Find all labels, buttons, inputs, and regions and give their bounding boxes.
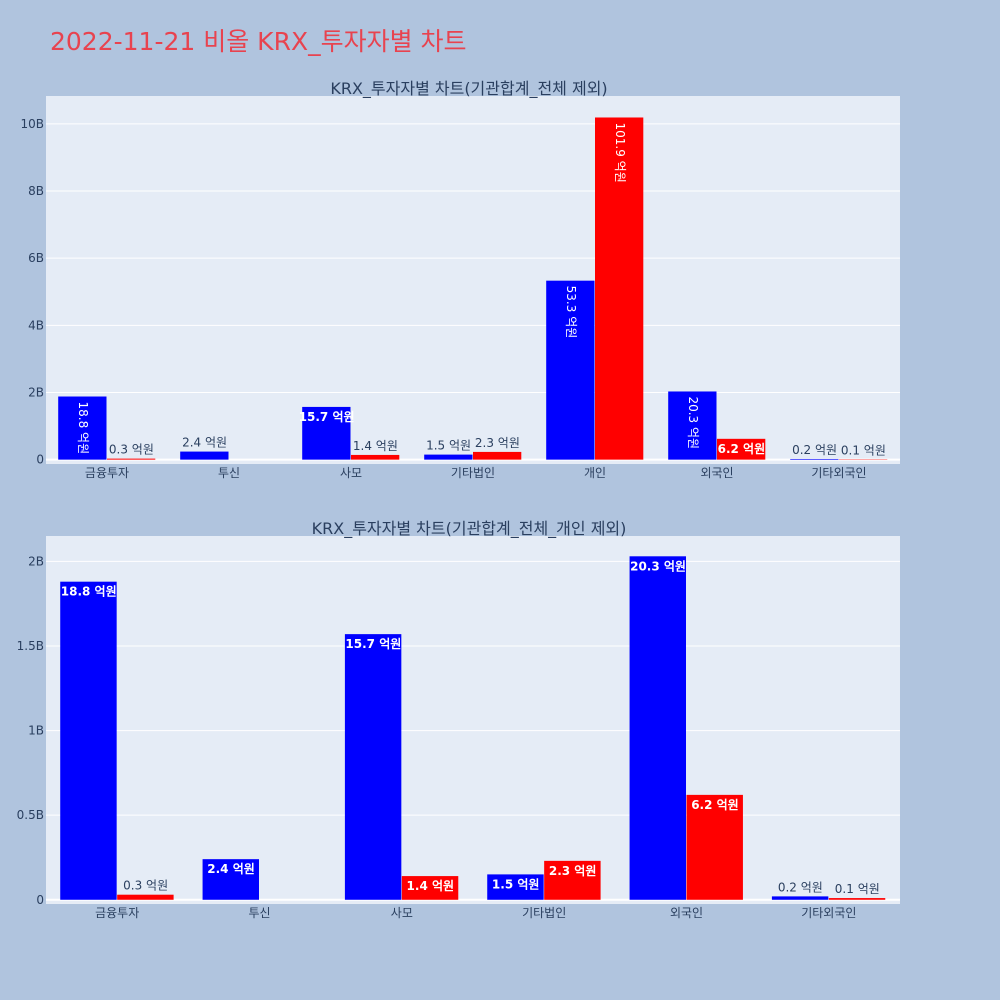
x-tick-label: 기타법인 [522,906,566,920]
bar-buy [487,874,544,900]
y-tick-label: 0 [36,453,44,467]
bar-buy [790,458,839,460]
bar-buy [668,391,717,460]
data-label: 101.9 억원 [613,122,627,182]
bar-sell [717,438,766,460]
data-label: 6.2 억원 [718,442,766,456]
data-label: 1.5 억원 [426,439,471,453]
chart-title: KRX_투자자별 차트(기관합계_전체 제외) [330,79,607,99]
y-tick-label: 4B [28,318,44,332]
bar-buy [344,634,402,900]
data-label: 2.3 억원 [475,436,520,450]
data-label: 0.1 억원 [841,443,886,457]
bar-buy [58,396,107,460]
data-label: 18.8 억원 [76,402,90,455]
bar-buy [424,454,473,460]
data-label: 1.4 억원 [407,879,455,893]
bar-sell [595,117,644,460]
y-tick-label: 6B [28,251,44,265]
bar-buy [180,451,229,460]
bar-sell [401,876,459,900]
y-tick-label: 0 [36,893,44,907]
y-tick-label: 8B [28,184,44,198]
bar-buy [546,280,595,460]
y-tick-label: 0.5B [17,808,44,822]
x-tick-label: 사모 [340,466,362,480]
chart-2: 0 0.5B 1B 1.5B 2B KRX_투자자별 차트(기관합계_전체_개인 제외) 금… [17,519,900,920]
x-tick-label: 사모 [391,906,413,920]
data-label: 2.4 억원 [182,436,227,450]
x-tick-label: 기타법인 [451,466,495,480]
bar-sell [117,894,174,900]
x-tick-label: 투신 [248,906,270,920]
bar-buy [202,859,259,900]
x-tick-label: 금융투자 [95,906,139,920]
data-label: 6.2 억원 [691,798,739,812]
y-tick-label: 1B [28,724,44,738]
bar-sell [473,451,522,460]
plot-area [46,536,900,904]
data-label: 2.4 억원 [207,862,255,876]
x-tick-label: 기타외국인 [801,906,856,920]
data-label: 0.2 억원 [792,443,837,457]
data-label: 1.5 억원 [492,877,540,891]
x-tick-label: 금융투자 [85,466,129,480]
data-label: 1.4 억원 [353,439,398,453]
data-label: 0.3 억원 [123,879,168,893]
bar-sell [351,454,400,460]
data-label: 20.3 억원 [686,396,700,449]
bar-buy [302,406,351,460]
data-label: 0.2 억원 [778,880,823,894]
data-label: 0.1 억원 [835,882,880,896]
x-tick-label: 외국인 [700,466,733,480]
bar-sell [107,458,156,460]
x-tick-label: 외국인 [670,906,703,920]
chart-title: KRX_투자자별 차트(기관합계_전체_개인 제외) [312,519,627,539]
data-label: 15.7 억원 [345,637,401,651]
y-tick-label: 10B [20,117,44,131]
data-label: 53.3 억원 [564,286,578,339]
bar-sell [828,898,886,900]
data-label: 15.7 억원 [299,410,355,424]
bar-sell [544,860,601,900]
x-tick-label: 투신 [218,466,240,480]
y-tick-label: 2B [28,554,44,568]
data-label: 18.8 억원 [61,585,117,599]
x-tick-label: 개인 [584,466,606,480]
x-tick-label: 기타외국인 [811,466,866,480]
plot-area [46,96,900,464]
y-tick-label: 1.5B [17,639,44,653]
bar-buy [60,581,117,900]
bar-buy [771,896,829,900]
data-label: 2.3 억원 [549,864,597,878]
y-tick-label: 2B [28,385,44,399]
data-label: 0.3 억원 [109,443,154,457]
chart-1: 0 2B 4B 6B 8B 10B KRX_투자자별 차트(기관합계_전체 제외) 금융투자 1… [20,79,900,480]
page-title: 2022-11-21 비올 KRX_투자자별 차트 [50,27,467,56]
bar-buy [629,556,686,900]
data-label: 20.3 억원 [630,559,686,573]
bar-sell [686,794,743,900]
